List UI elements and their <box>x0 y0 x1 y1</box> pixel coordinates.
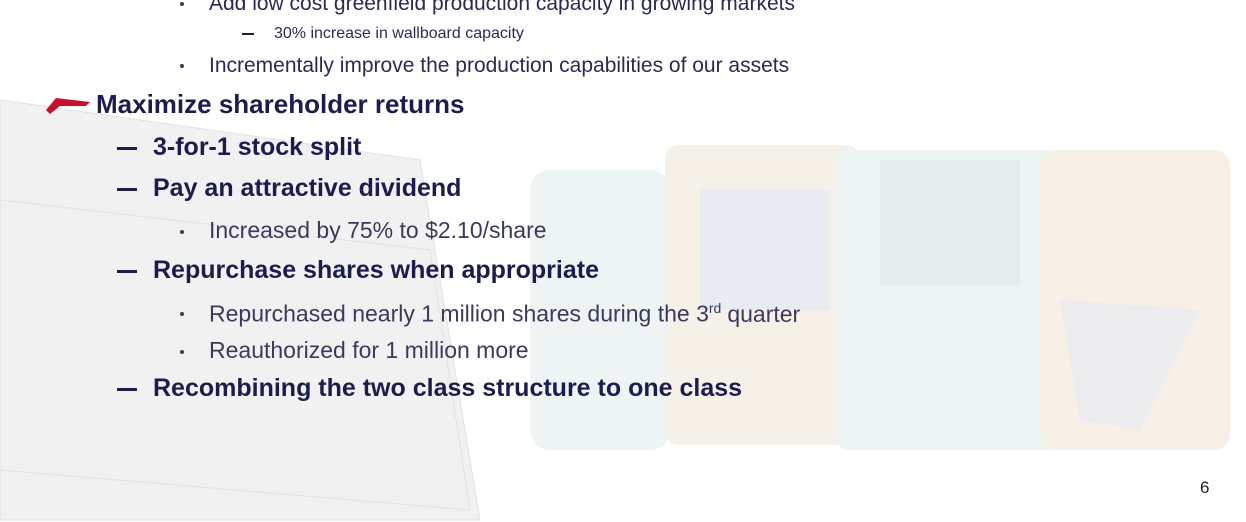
dash <box>242 33 254 35</box>
sub-bullet-text: Reauthorized for 1 million more <box>209 339 529 362</box>
bullet <box>180 312 184 316</box>
superscript: rd <box>709 300 721 316</box>
red-arrow-bullet <box>46 94 92 114</box>
dash <box>117 388 137 391</box>
bullet-text: Incrementally improve the production cap… <box>209 55 789 76</box>
text: quarter <box>727 301 800 327</box>
page-number: 6 <box>1200 479 1209 496</box>
item-text: Pay an attractive dividend <box>153 176 461 201</box>
sub-bullet-text: Increased by 75% to $2.10/share <box>209 219 547 242</box>
text: Repurchased nearly 1 million shares duri… <box>209 301 709 327</box>
bullet-text: Add low cost greenfield production capac… <box>209 0 795 14</box>
slide: Add low cost greenfield production capac… <box>0 0 1246 522</box>
bullet-text: 30% increase in wallboard capacity <box>274 26 524 42</box>
bullet <box>180 2 184 6</box>
bullet <box>180 230 184 234</box>
dash <box>117 147 137 150</box>
heading: Maximize shareholder returns <box>96 91 464 117</box>
sub-bullet-text: Repurchased nearly 1 million shares duri… <box>209 301 800 326</box>
dash <box>117 270 137 273</box>
item-text: 3-for-1 stock split <box>153 135 361 160</box>
bullet <box>180 350 184 354</box>
item-text: Repurchase shares when appropriate <box>153 258 599 283</box>
bullet <box>180 64 184 68</box>
item-text: Recombining the two class structure to o… <box>153 376 742 401</box>
dash <box>117 188 137 191</box>
